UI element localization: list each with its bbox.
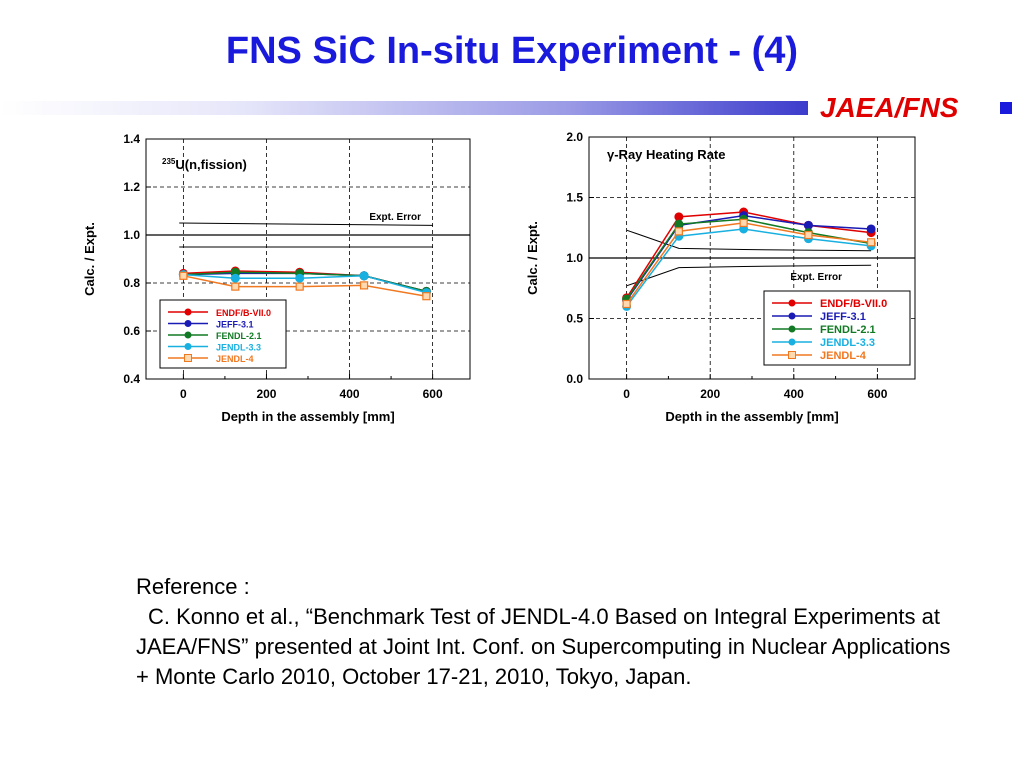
chart-fission: 0 200 400 600 0.4 0.6 0.8 1.0 1.2 1.4 Depth in the… — [82, 132, 471, 424]
chart-title-superscript: 235 — [162, 157, 176, 166]
reference-citation: C. Konno et al., “Benchmark Test of JEND… — [136, 604, 951, 689]
legend-label: JEFF-3.1 — [216, 320, 254, 330]
data-point — [359, 281, 369, 290]
x-axis-label: Depth in the assembly [mm] — [221, 409, 394, 424]
legend-swatch-marker — [788, 351, 796, 359]
legend-swatch-marker — [184, 320, 192, 327]
x-tick-label: 0 — [180, 387, 187, 401]
x-tick-label: 600 — [867, 387, 887, 401]
y-tick-label: 1.2 — [123, 180, 140, 194]
legend-label: JEFF-3.1 — [820, 311, 866, 323]
data-point — [674, 227, 683, 236]
title-underline-bar — [0, 101, 808, 115]
expt-error-label: Expt. Error — [790, 272, 842, 283]
expt-error-upper — [179, 222, 433, 226]
legend-label: ENDF/B-VII.0 — [820, 298, 887, 310]
chart-title: γ-Ray Heating Rate — [607, 147, 725, 162]
data-point — [867, 238, 876, 247]
y-tick-label: 1.0 — [123, 228, 140, 242]
reference-block: Reference : C. Konno et al., “Benchmark … — [136, 572, 956, 692]
legend-label: JENDL-4 — [820, 350, 867, 362]
x-tick-label: 200 — [700, 387, 720, 401]
expt-error-upper — [626, 229, 872, 252]
x-axis-label: Depth in the assembly [mm] — [665, 409, 838, 424]
y-tick-label: 0.5 — [566, 312, 583, 326]
legend-swatch-marker — [184, 331, 192, 339]
slide-title: FNS SiC In-situ Experiment - (4) — [225, 30, 799, 72]
data-point — [674, 219, 684, 229]
legend-swatch-marker — [788, 338, 796, 346]
expt-error-label: Expt. Error — [369, 212, 421, 223]
y-axis-label: Calc. / Expt. — [82, 222, 97, 296]
legend-label: JENDL-3.3 — [820, 337, 875, 349]
data-point — [295, 282, 304, 291]
data-point — [866, 224, 876, 234]
y-tick-label: 1.4 — [123, 132, 140, 146]
reference-heading: Reference : — [136, 574, 250, 599]
data-point — [231, 282, 240, 291]
data-point — [804, 230, 813, 240]
legend-swatch-marker — [184, 343, 192, 350]
x-tick-label: 600 — [423, 387, 443, 401]
x-tick-label: 0 — [623, 387, 630, 401]
y-tick-label: 0.8 — [123, 276, 140, 290]
brand-label: JAEA/FNS — [820, 92, 959, 123]
legend-swatch-marker — [788, 325, 796, 333]
chart-gamma-heating: 0 200 400 600 0.0 0.5 1.0 1.5 2.0 Depth in the as… — [525, 130, 916, 424]
data-point — [422, 292, 431, 301]
data-point — [179, 271, 188, 280]
y-tick-label: 0.6 — [123, 324, 140, 338]
legend-label: FENDL-2.1 — [820, 324, 876, 336]
y-tick-label: 1.5 — [566, 191, 583, 205]
y-tick-label: 1.0 — [566, 251, 583, 265]
data-point — [622, 299, 631, 309]
brand-square-icon — [1000, 102, 1012, 114]
legend-swatch-marker — [184, 308, 192, 316]
legend-swatch-marker — [788, 312, 796, 320]
x-tick-label: 400 — [340, 387, 360, 401]
legend-label: FENDL-2.1 — [216, 331, 262, 341]
data-point — [230, 273, 240, 283]
legend-label: JENDL-4 — [216, 354, 254, 364]
data-point — [295, 273, 305, 283]
data-point — [739, 218, 748, 228]
chart-title-main: U(n,fission) — [175, 157, 247, 172]
expt-error-lower — [626, 264, 872, 287]
y-axis-label: Calc. / Expt. — [525, 221, 540, 295]
x-tick-label: 200 — [256, 387, 276, 401]
legend-swatch-marker — [788, 299, 796, 307]
x-tick-label: 400 — [784, 387, 804, 401]
y-tick-label: 2.0 — [566, 130, 583, 144]
y-tick-label: 0.4 — [123, 372, 140, 386]
legend-label: ENDF/B-VII.0 — [216, 308, 271, 318]
legend-label: JENDL-3.3 — [216, 343, 261, 353]
y-tick-label: 0.0 — [566, 372, 583, 386]
legend-swatch-marker — [184, 354, 192, 362]
data-point — [359, 271, 369, 281]
chart-title: 235U(n,fission) — [162, 157, 247, 172]
